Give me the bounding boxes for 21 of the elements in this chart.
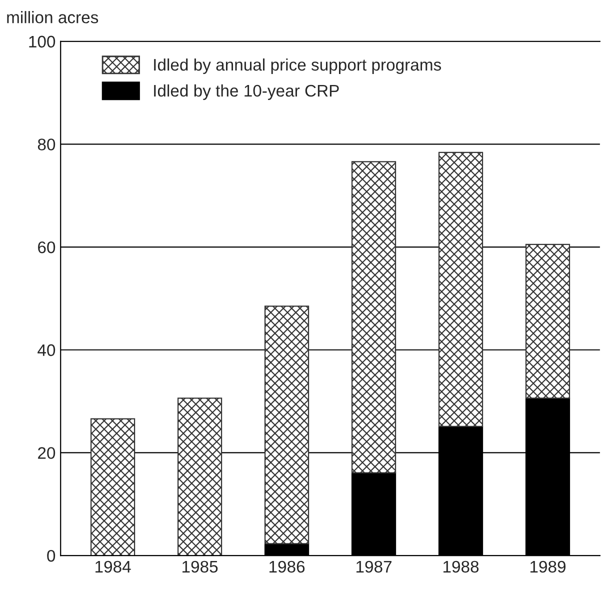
bar — [351, 161, 396, 474]
x-tick-label: 1984 — [96, 560, 131, 573]
x-tick-label: 1989 — [530, 560, 566, 573]
y-tick-label: 20 — [38, 447, 56, 459]
legend-label: Idled by the 10-year CRP — [154, 84, 339, 100]
y-tick-label: 40 — [38, 344, 56, 356]
bar — [177, 398, 222, 556]
bar — [525, 244, 570, 399]
bar — [264, 306, 310, 544]
y-tick-label: 0 — [47, 550, 56, 562]
x-tick-label: 1986 — [270, 560, 305, 573]
x-tick-label: 1987 — [356, 560, 392, 573]
bar — [90, 418, 136, 556]
legend-label: Idled by annual price support programs — [154, 58, 442, 74]
y-tick-label: 80 — [38, 138, 56, 150]
y-tick-label: 60 — [38, 241, 56, 254]
x-tick-label: 1985 — [182, 560, 218, 573]
y-axis-title: million acres — [7, 11, 98, 24]
bar — [438, 152, 484, 428]
x-tick-label: 1988 — [443, 560, 479, 573]
y-tick-label: 100 — [29, 36, 56, 48]
